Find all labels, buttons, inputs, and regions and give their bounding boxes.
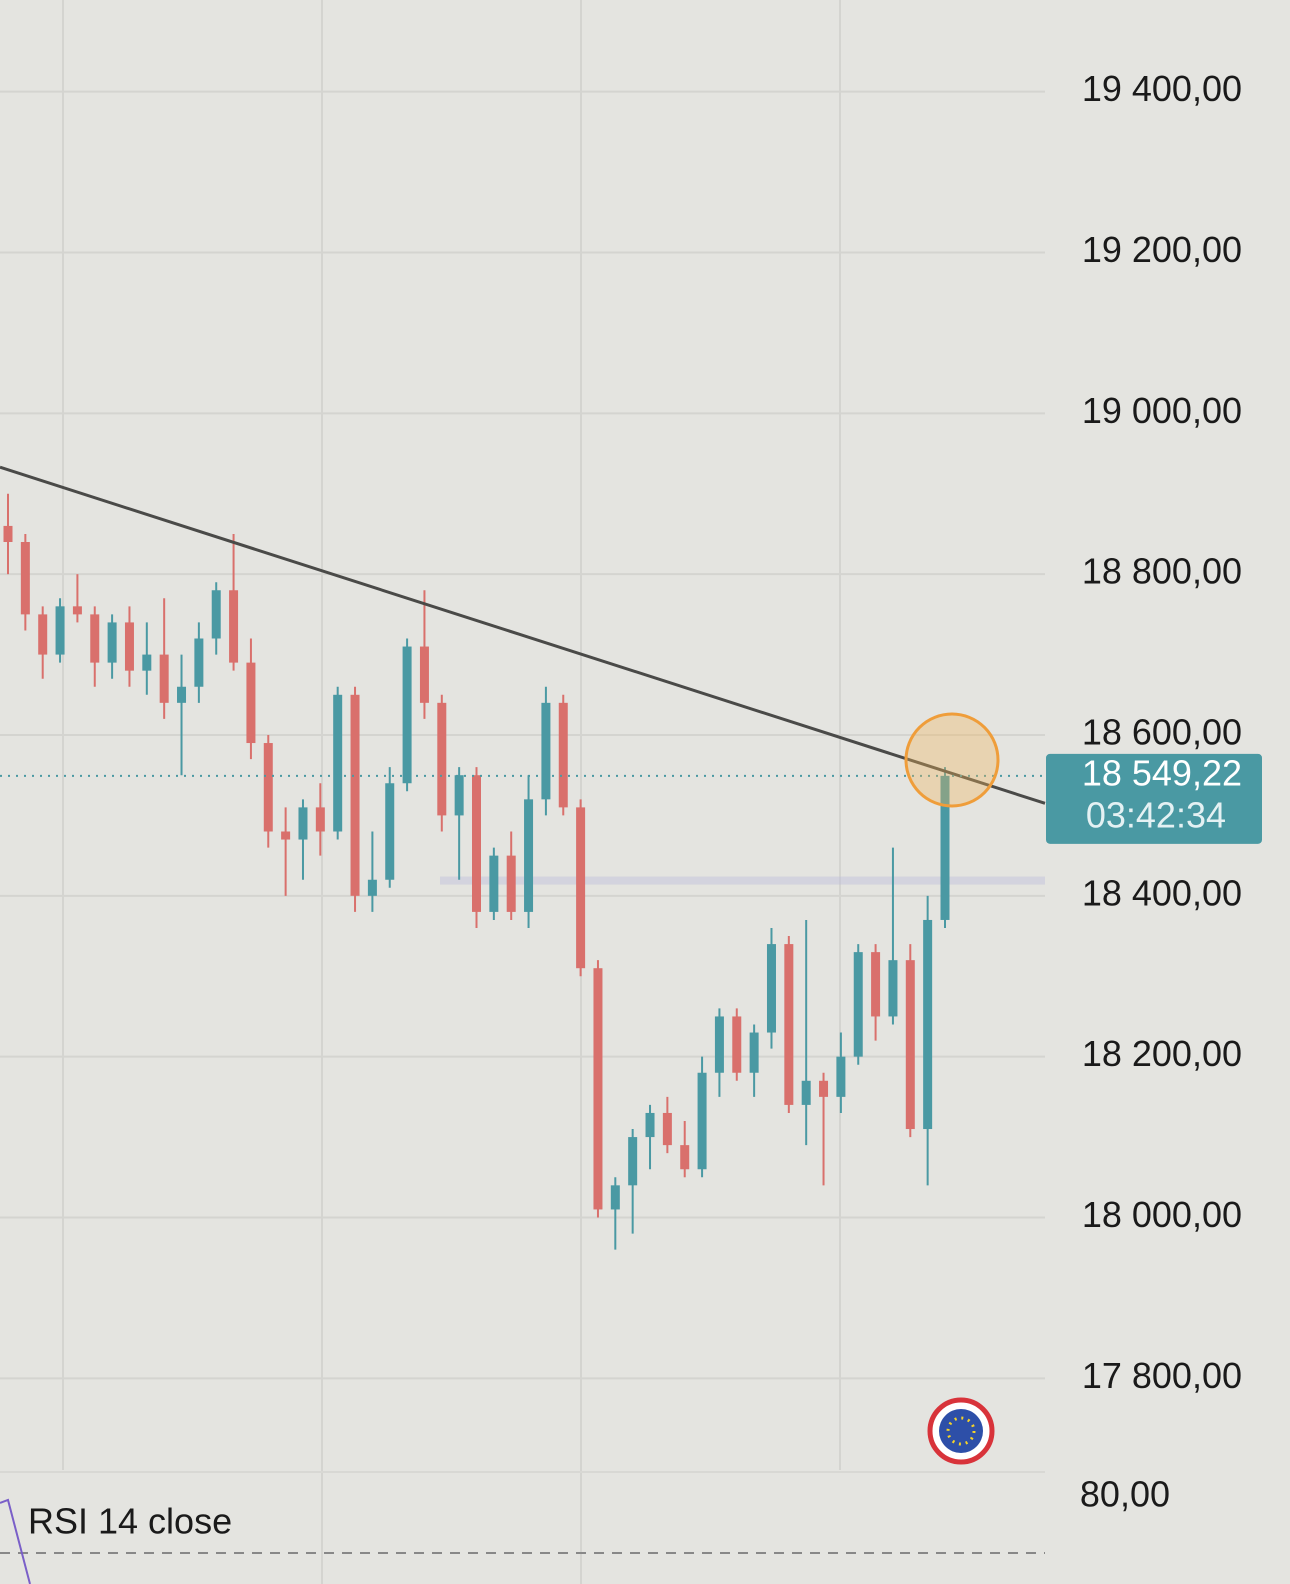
candle-body [628, 1137, 638, 1186]
candle-body [437, 702, 447, 816]
y-tick-label: 18 600,00 [1082, 712, 1242, 753]
candle-body [246, 662, 256, 744]
flag-stars [946, 1416, 976, 1446]
candle-body [853, 952, 863, 1057]
candle-body [871, 952, 881, 1017]
candle-body [281, 831, 291, 840]
candle-body [333, 694, 343, 832]
candle-body [714, 1016, 724, 1073]
candle-body [107, 622, 117, 663]
y-tick-label: 18 000,00 [1082, 1194, 1242, 1235]
candle-body [610, 1185, 620, 1210]
candle-body [454, 775, 464, 816]
candle-body [576, 807, 586, 969]
candle-body [645, 1112, 655, 1138]
candle-body [350, 694, 360, 896]
candle-body [177, 686, 187, 703]
rsi-line [0, 1498, 31, 1584]
y-tick-label: 19 000,00 [1082, 390, 1242, 431]
candle-body [766, 944, 776, 1033]
candle-body [524, 799, 534, 912]
candle-body [229, 590, 239, 663]
candle-body [72, 606, 82, 615]
candle-body [472, 775, 481, 912]
candle-body [541, 702, 551, 800]
candle-body [159, 654, 169, 703]
candle-body [90, 614, 100, 663]
candle-body [680, 1145, 690, 1170]
y-tick-label: 17 800,00 [1082, 1355, 1242, 1396]
candle-body [419, 646, 429, 703]
y-tick-label: 19 400,00 [1082, 68, 1242, 109]
candle-body [662, 1112, 672, 1146]
last-price-label: 18 549,22 [1082, 752, 1242, 793]
rsi-label: RSI 14 close [28, 1501, 232, 1542]
candle-body [38, 614, 48, 655]
candle-body [801, 1080, 811, 1105]
candle-body [697, 1072, 707, 1170]
candle-body [732, 1016, 742, 1073]
candle-body [298, 807, 308, 840]
candle-body [20, 542, 30, 615]
candle-body [558, 702, 568, 808]
candle-body [836, 1056, 846, 1097]
y-tick-label: 18 200,00 [1082, 1033, 1242, 1074]
candle-body [315, 807, 325, 832]
candle-body [211, 590, 221, 639]
candle-body [367, 879, 377, 896]
zone-band [440, 876, 1045, 885]
candle-body [385, 783, 395, 880]
flag [939, 1409, 983, 1453]
price-label-box [1046, 753, 1262, 844]
candle-body [142, 654, 152, 671]
candle-body [506, 855, 516, 912]
countdown: 03:42:34 [1086, 794, 1226, 835]
candle-body [402, 646, 412, 784]
plot [0, 90, 1046, 1380]
candle-body [819, 1080, 829, 1097]
candle-body [940, 775, 950, 920]
highlight-circle [904, 712, 1000, 808]
candle-body [263, 743, 273, 832]
trendline [0, 465, 1046, 805]
eu-flag-icon [927, 1397, 995, 1465]
candle-body [489, 855, 499, 912]
candle-body [124, 622, 134, 671]
candle-body [3, 525, 13, 543]
candle-body [888, 960, 898, 1017]
candle-body [784, 944, 794, 1105]
y-tick-label: 18 400,00 [1082, 872, 1242, 913]
candle-body [905, 960, 915, 1130]
candle-body [194, 638, 204, 687]
rsi-tick-label: 80,00 [1080, 1474, 1170, 1515]
candle-body [55, 606, 65, 655]
candle-body [923, 919, 933, 1130]
candle-body [749, 1032, 759, 1073]
candle-body [593, 968, 603, 1210]
y-tick-label: 18 800,00 [1082, 551, 1242, 592]
y-tick-label: 19 200,00 [1082, 229, 1242, 270]
